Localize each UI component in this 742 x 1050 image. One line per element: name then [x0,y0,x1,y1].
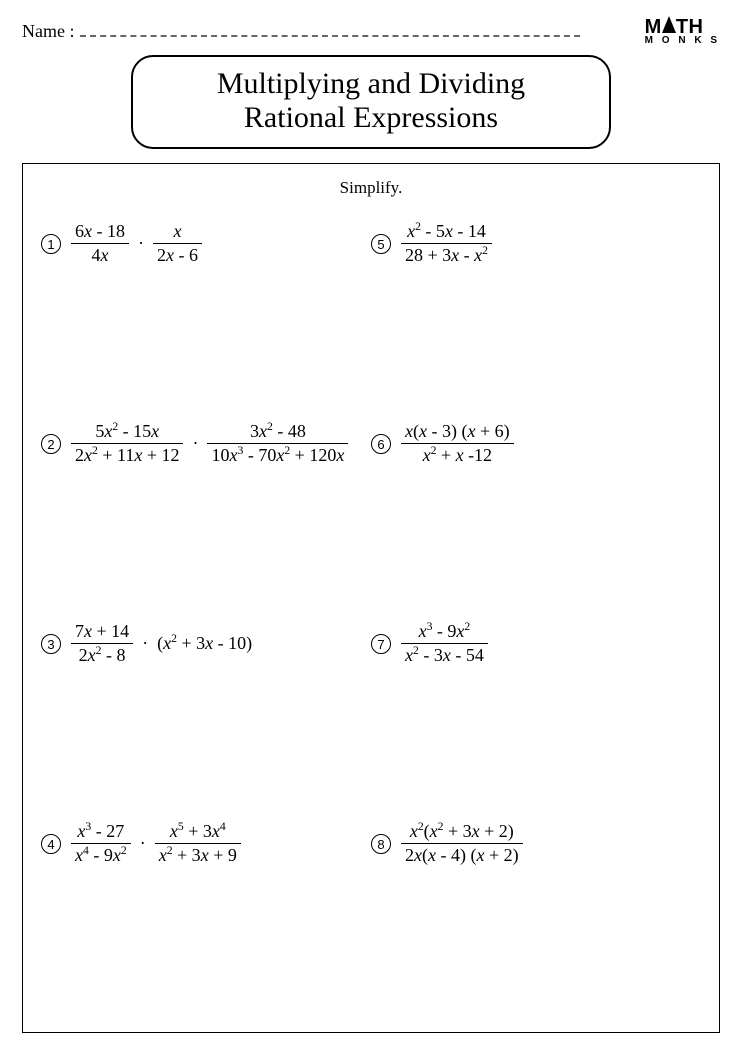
logo-bottom: M O N K S [645,36,720,45]
name-input-line[interactable] [80,23,580,37]
logo: MTH M O N K S [645,18,720,45]
name-group: Name : [22,21,580,42]
instruction: Simplify. [41,178,701,198]
expression: 6x - 18 4x · x 2x - 6 [71,220,202,266]
problem-5: 5 x2 - 5x - 14 28 + 3x - x2 [371,214,701,414]
fraction: x2 - 5x - 14 28 + 3x - x2 [401,220,492,266]
denominator: x2 + 3x + 9 [155,844,241,867]
denominator: x2 - 3x - 54 [401,644,488,667]
denominator: 2x - 6 [153,244,202,267]
problem-4: 4 x3 - 27 x4 - 9x2 · x5 + 3x4 x2 + 3x + … [41,814,371,1014]
fraction: x3 - 27 x4 - 9x2 [71,820,131,866]
title-line-2: Rational Expressions [149,101,593,135]
logo-top: MTH [645,18,720,36]
fraction: 6x - 18 4x [71,220,129,266]
fraction: x 2x - 6 [153,220,202,266]
numerator: 7x + 14 [71,620,133,643]
problem-2: 2 5x2 - 15x 2x2 + 11x + 12 · 3x2 - 48 10… [41,414,371,614]
fraction: 7x + 14 2x2 - 8 [71,620,133,666]
name-label: Name : [22,21,74,42]
polynomial: (x2 + 3x - 10) [157,633,252,654]
fraction: x2(x2 + 3x + 2) 2x(x - 4) (x + 2) [401,820,523,866]
expression: x3 - 27 x4 - 9x2 · x5 + 3x4 x2 + 3x + 9 [71,820,241,866]
expression: x(x - 3) (x + 6) x2 + x -12 [401,420,514,466]
fraction: x3 - 9x2 x2 - 3x - 54 [401,620,488,666]
multiply-dot: · [135,233,147,254]
fraction: x(x - 3) (x + 6) x2 + x -12 [401,420,514,466]
multiply-dot: · [139,633,151,654]
denominator: 2x(x - 4) (x + 2) [401,844,523,867]
fraction: 3x2 - 48 10x3 - 70x2 + 120x [207,420,348,466]
numerator: x2 - 5x - 14 [403,220,490,243]
problem-number: 2 [41,434,61,454]
problem-number: 6 [371,434,391,454]
problem-6: 6 x(x - 3) (x + 6) x2 + x -12 [371,414,701,614]
denominator: 28 + 3x - x2 [401,244,492,267]
denominator: 2x2 + 11x + 12 [71,444,183,467]
title-line-1: Multiplying and Dividing [149,67,593,101]
expression: x2(x2 + 3x + 2) 2x(x - 4) (x + 2) [401,820,523,866]
denominator: 10x3 - 70x2 + 120x [207,444,348,467]
numerator: x5 + 3x4 [166,820,230,843]
problem-grid: 1 6x - 18 4x · x 2x - 6 5 x2 - 5x - 1 [41,214,701,1014]
problem-number: 5 [371,234,391,254]
expression: 5x2 - 15x 2x2 + 11x + 12 · 3x2 - 48 10x3… [71,420,348,466]
denominator: x4 - 9x2 [71,844,131,867]
problem-7: 7 x3 - 9x2 x2 - 3x - 54 [371,614,701,814]
problem-number: 1 [41,234,61,254]
problem-8: 8 x2(x2 + 3x + 2) 2x(x - 4) (x + 2) [371,814,701,1014]
header-row: Name : MTH M O N K S [22,18,720,45]
denominator: 4x [88,244,113,267]
numerator: x(x - 3) (x + 6) [401,420,514,443]
multiply-dot: · [189,433,201,454]
numerator: x3 - 9x2 [415,620,475,643]
problem-1: 1 6x - 18 4x · x 2x - 6 [41,214,371,414]
expression: 7x + 14 2x2 - 8 · (x2 + 3x - 10) [71,620,252,666]
numerator: x [170,220,186,243]
expression: x2 - 5x - 14 28 + 3x - x2 [401,220,492,266]
multiply-dot: · [137,833,149,854]
numerator: 5x2 - 15x [91,420,163,443]
problem-number: 4 [41,834,61,854]
problem-number: 7 [371,634,391,654]
numerator: 3x2 - 48 [246,420,310,443]
numerator: x2(x2 + 3x + 2) [406,820,518,843]
expression: x3 - 9x2 x2 - 3x - 54 [401,620,488,666]
problem-3: 3 7x + 14 2x2 - 8 · (x2 + 3x - 10) [41,614,371,814]
problem-number: 8 [371,834,391,854]
problem-number: 3 [41,634,61,654]
fraction: 5x2 - 15x 2x2 + 11x + 12 [71,420,183,466]
fraction: x5 + 3x4 x2 + 3x + 9 [155,820,241,866]
worksheet-frame: Simplify. 1 6x - 18 4x · x 2x - 6 5 [22,163,720,1033]
title-box: Multiplying and Dividing Rational Expres… [131,55,611,149]
numerator: 6x - 18 [71,220,129,243]
numerator: x3 - 27 [73,820,128,843]
denominator: x2 + x -12 [419,444,497,467]
denominator: 2x2 - 8 [75,644,130,667]
